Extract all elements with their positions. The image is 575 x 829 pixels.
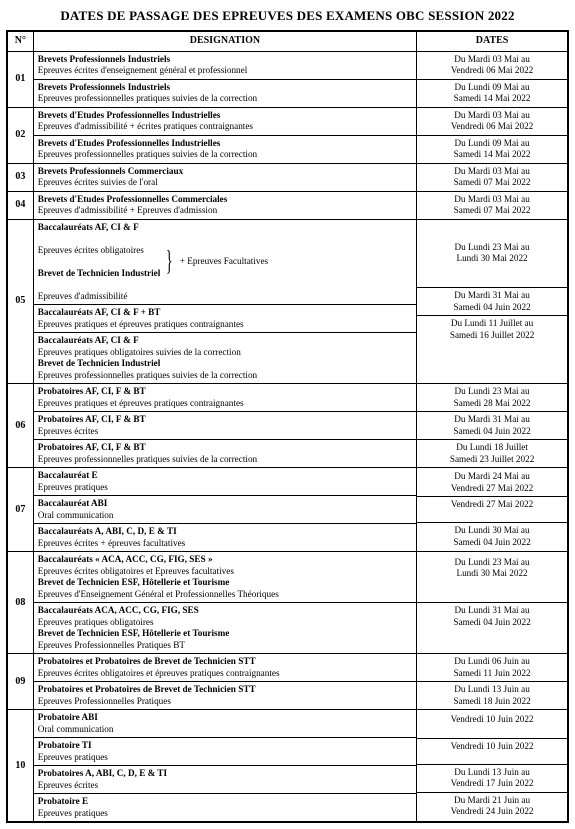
col-designation: DESIGNATION — [33, 31, 416, 51]
date-cell: Du Lundi 06 Juin auSamedi 11 Juin 2022 — [417, 654, 567, 682]
row-designation: Brevets Professionnels CommerciauxEpreuv… — [33, 163, 416, 191]
date-cell: Du Lundi 13 Juin auVendredi 17 Juin 2022 — [417, 764, 567, 792]
row-designation: Probatoire ABIOral communicationProbatoi… — [33, 710, 416, 823]
table-row: 01Brevets Professionnels IndustrielsEpre… — [7, 51, 568, 107]
date-cell: Vendredi 10 Juin 2022 — [417, 712, 567, 738]
date-cell: Du Lundi 13 Juin auSamedi 18 Juin 2022 — [417, 682, 567, 710]
date-cell: Du Lundi 09 Mai auSamedi 14 Mai 2022 — [417, 135, 567, 163]
row-num: 09 — [7, 654, 33, 710]
page-title: DATES DE PASSAGE DES EPREUVES DES EXAMEN… — [6, 8, 569, 24]
row-num: 07 — [7, 468, 33, 552]
table-row: 03Brevets Professionnels CommerciauxEpre… — [7, 163, 568, 191]
row-dates: Vendredi 10 Juin 2022Vendredi 10 Juin 20… — [417, 710, 568, 823]
brace-icon: } — [165, 251, 175, 273]
row-dates: Du Mardi 03 Mai auSamedi 07 Mai 2022 — [417, 191, 568, 219]
date-cell: Du Lundi 11 Juillet auSamedi 16 Juillet … — [417, 316, 567, 364]
row-num: 06 — [7, 384, 33, 468]
col-dates: DATES — [417, 31, 568, 51]
table-row: 09Probatoires et Probatoires de Brevet d… — [7, 654, 568, 710]
row-dates: Du Lundi 23 Mai auSamedi 28 Mai 2022Du M… — [417, 384, 568, 468]
date-cell: Du Lundi 23 Mai auLundi 30 Mai 2022 — [417, 555, 567, 603]
row-designation: Baccalauréat EEpreuves pratiquesBaccalau… — [33, 468, 416, 552]
row-designation: Brevets d'Etudes Professionnelles Indust… — [33, 107, 416, 163]
row-dates: Du Mardi 03 Mai auSamedi 07 Mai 2022 — [417, 163, 568, 191]
date-cell: Vendredi 27 Mai 2022 — [417, 497, 567, 523]
table-row: 10Probatoire ABIOral communicationProbat… — [7, 710, 568, 823]
date-cell: Vendredi 10 Juin 2022 — [417, 738, 567, 764]
row-num: 03 — [7, 163, 33, 191]
row-designation: Baccalauréats « ACA, ACC, CG, FIG, SES »… — [33, 552, 416, 654]
row-designation: Brevets d'Etudes Professionnelles Commer… — [33, 191, 416, 219]
date-cell: Du Mardi 24 Mai auVendredi 27 Mai 2022 — [417, 469, 567, 497]
date-cell: Du Lundi 23 Mai auSamedi 28 Mai 2022 — [417, 384, 567, 412]
row-designation: Probatoires AF, CI, F & BTEpreuves prati… — [33, 384, 416, 468]
row-num: 10 — [7, 710, 33, 823]
table-row: 08Baccalauréats « ACA, ACC, CG, FIG, SES… — [7, 552, 568, 654]
date-cell: Du Mardi 03 Mai auSamedi 07 Mai 2022 — [417, 192, 567, 219]
row-num: 02 — [7, 107, 33, 163]
row-num: 08 — [7, 552, 33, 654]
date-cell: Du Mardi 31 Mai auSamedi 04 Juin 2022 — [417, 288, 567, 316]
date-cell: Du Lundi 23 Mai auLundi 30 Mai 2022 — [417, 240, 567, 288]
row-dates: Du Mardi 03 Mai auVendredi 06 Mai 2022Du… — [417, 107, 568, 163]
exam-dates-table: N° DESIGNATION DATES 01Brevets Professio… — [6, 30, 569, 823]
row-dates: Du Lundi 06 Juin auSamedi 11 Juin 2022Du… — [417, 654, 568, 710]
date-cell: Du Lundi 18 JuilletSamedi 23 Juillet 202… — [417, 440, 567, 468]
date-cell: Du Lundi 31 Mai auSamedi 04 Juin 2022 — [417, 603, 567, 651]
date-cell: Du Mardi 03 Mai auVendredi 06 Mai 2022 — [417, 52, 567, 80]
row-designation: Brevets Professionnels IndustrielsEpreuv… — [33, 51, 416, 107]
table-row: 06Probatoires AF, CI, F & BTEpreuves pra… — [7, 384, 568, 468]
row-designation: Probatoires et Probatoires de Brevet de … — [33, 654, 416, 710]
table-row: 05Baccalauréats AF, CI & FEpreuves écrit… — [7, 219, 568, 384]
row-num: 04 — [7, 191, 33, 219]
date-cell: Du Mardi 31 Mai auSamedi 04 Juin 2022 — [417, 412, 567, 440]
row-num: 05 — [7, 219, 33, 384]
date-cell: Du Mardi 21 Juin auVendredi 24 Juin 2022 — [417, 792, 567, 820]
row-dates: Du Lundi 23 Mai auLundi 30 Mai 2022Du Lu… — [417, 552, 568, 654]
table-row: 04Brevets d'Etudes Professionnelles Comm… — [7, 191, 568, 219]
date-cell: Du Mardi 03 Mai auVendredi 06 Mai 2022 — [417, 108, 567, 136]
table-row: 07Baccalauréat EEpreuves pratiquesBaccal… — [7, 468, 568, 552]
row-designation: Baccalauréats AF, CI & FEpreuves écrites… — [33, 219, 416, 384]
row-num: 01 — [7, 51, 33, 107]
col-num: N° — [7, 31, 33, 51]
date-cell: Du Mardi 03 Mai auSamedi 07 Mai 2022 — [417, 164, 567, 191]
table-row: 02Brevets d'Etudes Professionnelles Indu… — [7, 107, 568, 163]
date-cell: Du Lundi 30 Mai auSamedi 04 Juin 2022 — [417, 523, 567, 551]
row-dates: Du Lundi 23 Mai auLundi 30 Mai 2022Du Ma… — [417, 219, 568, 384]
row-dates: Du Mardi 24 Mai auVendredi 27 Mai 2022Ve… — [417, 468, 568, 552]
date-cell: Du Lundi 09 Mai auSamedi 14 Mai 2022 — [417, 79, 567, 107]
row-dates: Du Mardi 03 Mai auVendredi 06 Mai 2022Du… — [417, 51, 568, 107]
